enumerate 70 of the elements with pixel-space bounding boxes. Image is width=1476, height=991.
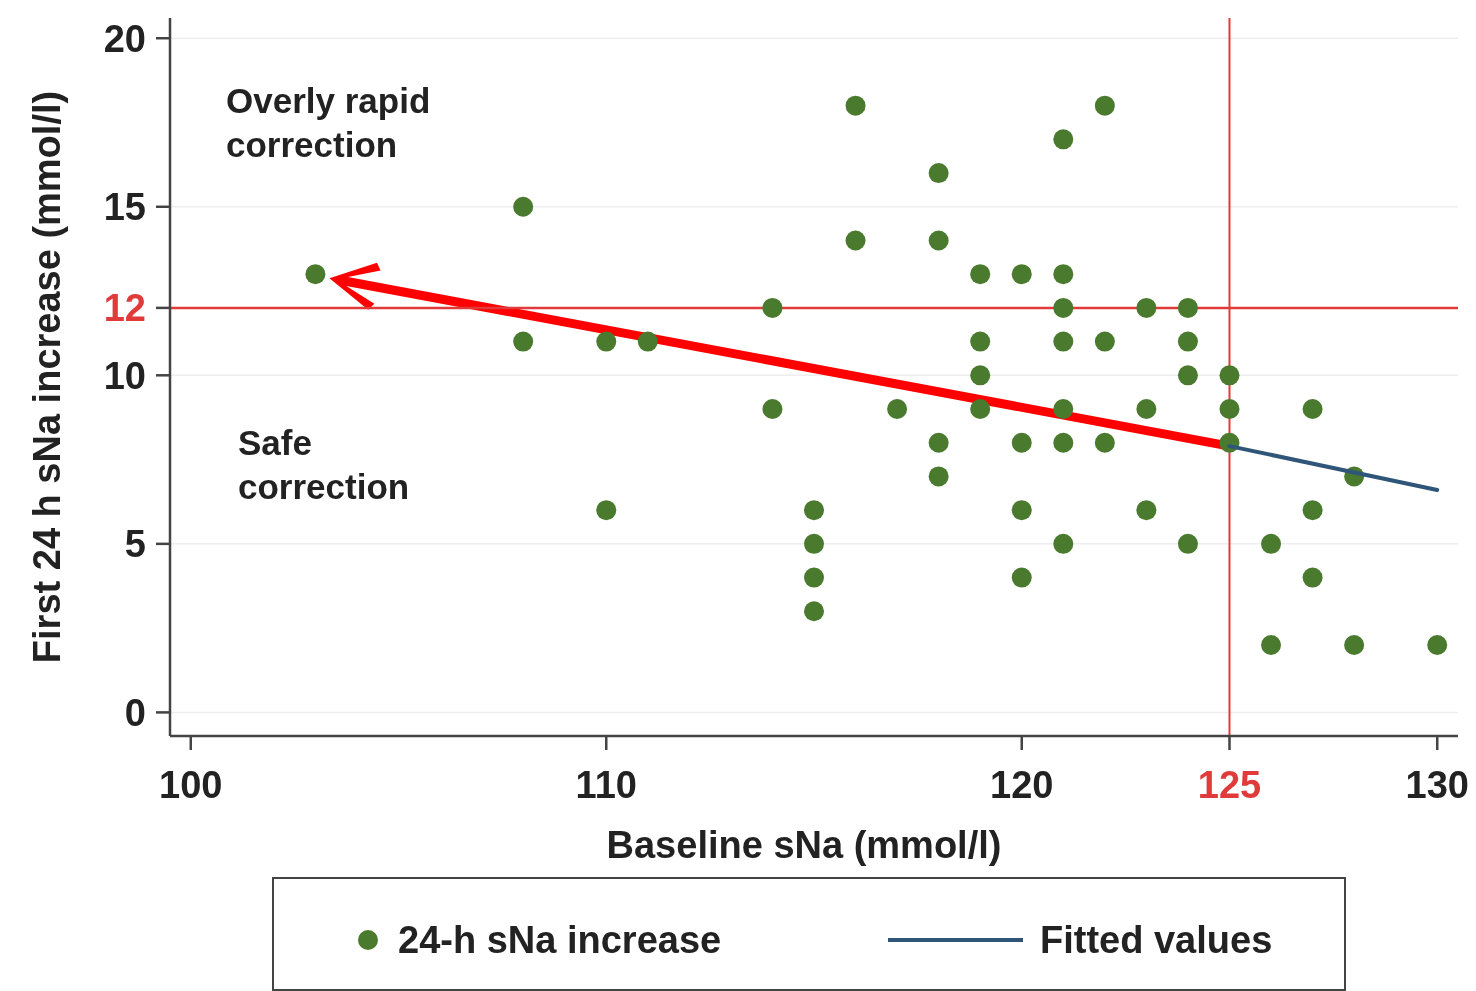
point <box>887 399 908 420</box>
point <box>1094 432 1115 453</box>
point <box>513 196 534 217</box>
point <box>1344 634 1365 655</box>
point <box>762 297 783 318</box>
point <box>1094 95 1115 116</box>
point <box>762 399 783 420</box>
point <box>1053 264 1074 285</box>
point <box>1011 432 1032 453</box>
point <box>1011 500 1032 521</box>
point <box>1053 399 1074 420</box>
point <box>1011 264 1032 285</box>
point <box>928 432 949 453</box>
point <box>1302 500 1323 521</box>
point <box>970 365 991 386</box>
point <box>1427 634 1448 655</box>
y-tick-label: 20 <box>103 17 146 60</box>
x-tick-label: 110 <box>575 764 637 806</box>
point <box>1177 331 1198 352</box>
x-tick-label: 130 <box>1405 764 1469 806</box>
annotation: Safe correction <box>238 423 410 506</box>
point <box>845 230 866 251</box>
point <box>513 331 534 352</box>
x-tick-label: 125 <box>1197 764 1262 806</box>
y-axis-title: First 24 h sNa increase (mmol/l) <box>26 90 68 664</box>
annotation: Overly rapid correction <box>226 81 431 164</box>
legend-label: Fitted values <box>1040 919 1273 962</box>
point <box>1136 399 1157 420</box>
point <box>1053 331 1074 352</box>
point <box>928 230 949 251</box>
y-tick-label: 0 <box>124 691 146 734</box>
point <box>1094 331 1115 352</box>
point <box>637 331 658 352</box>
point <box>596 500 617 521</box>
point <box>928 466 949 487</box>
x-axis-title: Baseline sNa (mmol/l) <box>606 824 1002 866</box>
point <box>804 601 824 622</box>
point <box>1011 567 1032 588</box>
point <box>1219 365 1240 386</box>
point <box>804 500 824 521</box>
x-tick-label: 120 <box>990 764 1054 806</box>
legend-label: 24-h sNa increase <box>398 919 722 962</box>
point <box>970 399 991 420</box>
point <box>1177 297 1198 318</box>
point <box>845 95 866 116</box>
y-tick-label: 15 <box>103 186 146 229</box>
point <box>804 533 824 554</box>
point <box>1053 533 1074 554</box>
point <box>1177 365 1198 386</box>
y-tick-label: 5 <box>124 523 146 566</box>
point <box>1219 399 1240 420</box>
point <box>1136 297 1157 318</box>
point <box>1302 399 1323 420</box>
point <box>1302 567 1323 588</box>
point <box>596 331 617 352</box>
point <box>1053 297 1074 318</box>
point <box>970 331 991 352</box>
point <box>1261 533 1282 554</box>
x-tick-label: 100 <box>159 764 223 806</box>
point <box>1177 533 1198 554</box>
point <box>804 567 824 588</box>
y-tick-label: 10 <box>103 354 146 397</box>
point <box>305 264 326 285</box>
point <box>970 264 991 285</box>
point <box>1053 432 1074 453</box>
point <box>1261 634 1282 655</box>
point <box>928 163 949 184</box>
y-tick-label: 12 <box>103 287 146 330</box>
point <box>1136 500 1157 521</box>
point <box>1053 129 1074 150</box>
